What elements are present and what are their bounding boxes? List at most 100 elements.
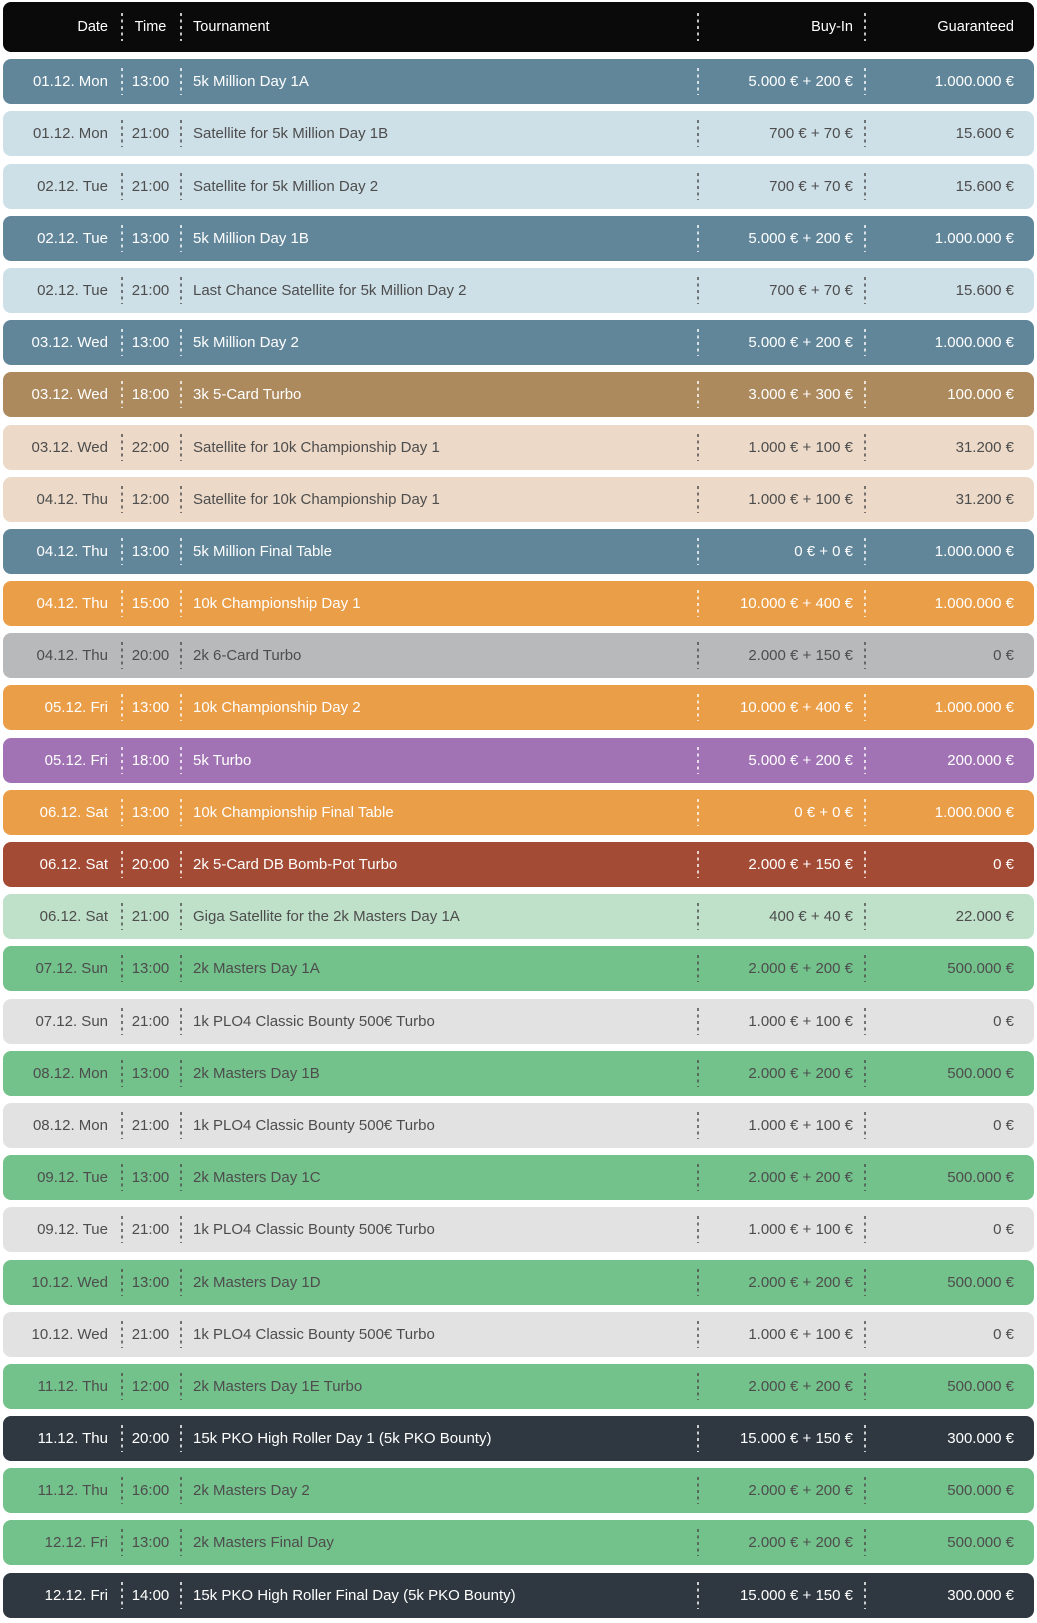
tournament-cell: Last Chance Satellite for 5k Million Day… bbox=[193, 281, 467, 299]
column-separator bbox=[697, 329, 699, 357]
date-cell: 06.12. Sat bbox=[39, 908, 108, 926]
date-cell: 02.12. Tue bbox=[37, 177, 108, 195]
column-separator bbox=[180, 694, 182, 722]
date-cell: 04.12. Thu bbox=[36, 595, 108, 613]
guaranteed-cell: 1.000.000 € bbox=[934, 334, 1014, 352]
table-row: 06.12. Sat 21:00 Giga Satellite for the … bbox=[3, 894, 1034, 940]
column-separator bbox=[121, 381, 123, 409]
table-row: 02.12. Tue 13:00 5k Million Day 1B 5.000… bbox=[3, 215, 1034, 261]
table-row: 10.12. Wed 13:00 2k Masters Day 1D 2.000… bbox=[3, 1259, 1034, 1305]
table-row: 08.12. Mon 13:00 2k Masters Day 1B 2.000… bbox=[3, 1050, 1034, 1096]
column-separator bbox=[121, 1059, 123, 1087]
column-separator bbox=[121, 1529, 123, 1557]
column-separator bbox=[697, 68, 699, 96]
guaranteed-cell: 300.000 € bbox=[947, 1586, 1014, 1604]
column-separator bbox=[121, 1216, 123, 1244]
column-separator bbox=[121, 120, 123, 148]
column-separator bbox=[864, 1581, 866, 1609]
buyin-cell: 1.000 € + 100 € bbox=[748, 490, 853, 508]
column-separator bbox=[697, 1529, 699, 1557]
date-cell: 11.12. Thu bbox=[37, 1482, 108, 1500]
tournament-cell: 2k Masters Day 1C bbox=[193, 1169, 321, 1187]
column-separator bbox=[864, 746, 866, 774]
buyin-cell: 0 € + 0 € bbox=[794, 542, 853, 560]
tournament-cell: Giga Satellite for the 2k Masters Day 1A bbox=[193, 908, 460, 926]
date-cell: 03.12. Wed bbox=[31, 386, 108, 404]
time-cell: 12:00 bbox=[131, 490, 170, 508]
time-cell: 21:00 bbox=[131, 1116, 170, 1134]
table-row: 04.12. Thu 12:00 Satellite for 10k Champ… bbox=[3, 476, 1034, 522]
column-separator bbox=[697, 642, 699, 670]
date-cell: 02.12. Tue bbox=[37, 281, 108, 299]
guaranteed-cell: 31.200 € bbox=[955, 438, 1014, 456]
column-separator bbox=[697, 955, 699, 983]
guaranteed-cell: 200.000 € bbox=[947, 751, 1014, 769]
time-cell: 13:00 bbox=[131, 1169, 170, 1187]
table-row: 03.12. Wed 22:00 Satellite for 10k Champ… bbox=[3, 424, 1034, 470]
table-row: 01.12. Mon 13:00 5k Million Day 1A 5.000… bbox=[3, 59, 1034, 105]
column-separator bbox=[121, 276, 123, 304]
guaranteed-cell: 1.000.000 € bbox=[934, 595, 1014, 613]
column-separator bbox=[121, 1477, 123, 1505]
column-separator bbox=[180, 1268, 182, 1296]
guaranteed-cell: 500.000 € bbox=[947, 1169, 1014, 1187]
buyin-cell: 700 € + 70 € bbox=[769, 125, 853, 143]
column-separator bbox=[697, 1320, 699, 1348]
guaranteed-cell: 1.000.000 € bbox=[934, 699, 1014, 717]
column-separator bbox=[180, 955, 182, 983]
column-separator bbox=[121, 68, 123, 96]
tournament-cell: 1k PLO4 Classic Bounty 500€ Turbo bbox=[193, 1325, 435, 1343]
column-separator bbox=[697, 1425, 699, 1453]
column-separator bbox=[697, 276, 699, 304]
buyin-cell: 2.000 € + 200 € bbox=[748, 1273, 853, 1291]
column-separator bbox=[180, 1425, 182, 1453]
buyin-cell: 15.000 € + 150 € bbox=[739, 1586, 853, 1604]
column-separator bbox=[697, 1164, 699, 1192]
buyin-cell: 1.000 € + 100 € bbox=[748, 1012, 853, 1030]
guaranteed-cell: 500.000 € bbox=[947, 1534, 1014, 1552]
tournament-cell: Satellite for 10k Championship Day 1 bbox=[193, 490, 440, 508]
tournament-cell: 2k 5-Card DB Bomb-Pot Turbo bbox=[193, 856, 398, 873]
date-cell: 01.12. Mon bbox=[32, 73, 108, 91]
time-cell: 13:00 bbox=[131, 1534, 170, 1552]
table-row: 02.12. Tue 21:00 Satellite for 5k Millio… bbox=[3, 163, 1034, 209]
buyin-cell: 10.000 € + 400 € bbox=[739, 595, 853, 613]
column-separator bbox=[180, 433, 182, 461]
tournament-cell: 10k Championship Day 1 bbox=[193, 595, 361, 613]
buyin-cell: 1.000 € + 100 € bbox=[748, 1221, 853, 1239]
tournament-cell: 5k Million Day 1B bbox=[193, 229, 309, 247]
time-cell: 13:00 bbox=[131, 960, 170, 978]
column-separator bbox=[864, 694, 866, 722]
guaranteed-cell: 0 € bbox=[993, 856, 1014, 873]
time-cell: 21:00 bbox=[131, 281, 170, 299]
guaranteed-cell: 500.000 € bbox=[947, 1377, 1014, 1395]
buyin-cell: 2.000 € + 200 € bbox=[748, 960, 853, 978]
time-cell: 13:00 bbox=[131, 542, 170, 560]
column-separator bbox=[180, 798, 182, 826]
column-separator bbox=[864, 224, 866, 252]
buyin-cell: 400 € + 40 € bbox=[769, 908, 853, 926]
table-row: 03.12. Wed 18:00 3k 5-Card Turbo 3.000 €… bbox=[3, 372, 1034, 418]
time-cell: 21:00 bbox=[131, 1325, 170, 1343]
table-row: 09.12. Tue 13:00 2k Masters Day 1C 2.000… bbox=[3, 1155, 1034, 1201]
column-separator bbox=[121, 1164, 123, 1192]
column-separator bbox=[864, 1477, 866, 1505]
column-separator bbox=[121, 224, 123, 252]
time-cell: 22:00 bbox=[131, 438, 170, 456]
column-separator bbox=[864, 798, 866, 826]
tournament-cell: Satellite for 5k Million Day 1B bbox=[193, 125, 389, 143]
column-separator bbox=[121, 955, 123, 983]
buyin-cell: 2.000 € + 200 € bbox=[748, 1534, 853, 1552]
table-row: 12.12. Fri 13:00 2k Masters Final Day 2.… bbox=[3, 1520, 1034, 1566]
column-separator bbox=[864, 13, 866, 41]
column-separator bbox=[864, 1425, 866, 1453]
time-cell: 20:00 bbox=[131, 647, 170, 665]
column-separator bbox=[180, 224, 182, 252]
column-separator bbox=[180, 1320, 182, 1348]
column-separator bbox=[697, 1059, 699, 1087]
column-separator bbox=[864, 1320, 866, 1348]
tournament-cell: 2k Masters Day 2 bbox=[193, 1482, 310, 1500]
column-separator bbox=[864, 485, 866, 513]
table-header-row: Date Time Tournament Buy-In Guaranteed bbox=[3, 2, 1034, 52]
